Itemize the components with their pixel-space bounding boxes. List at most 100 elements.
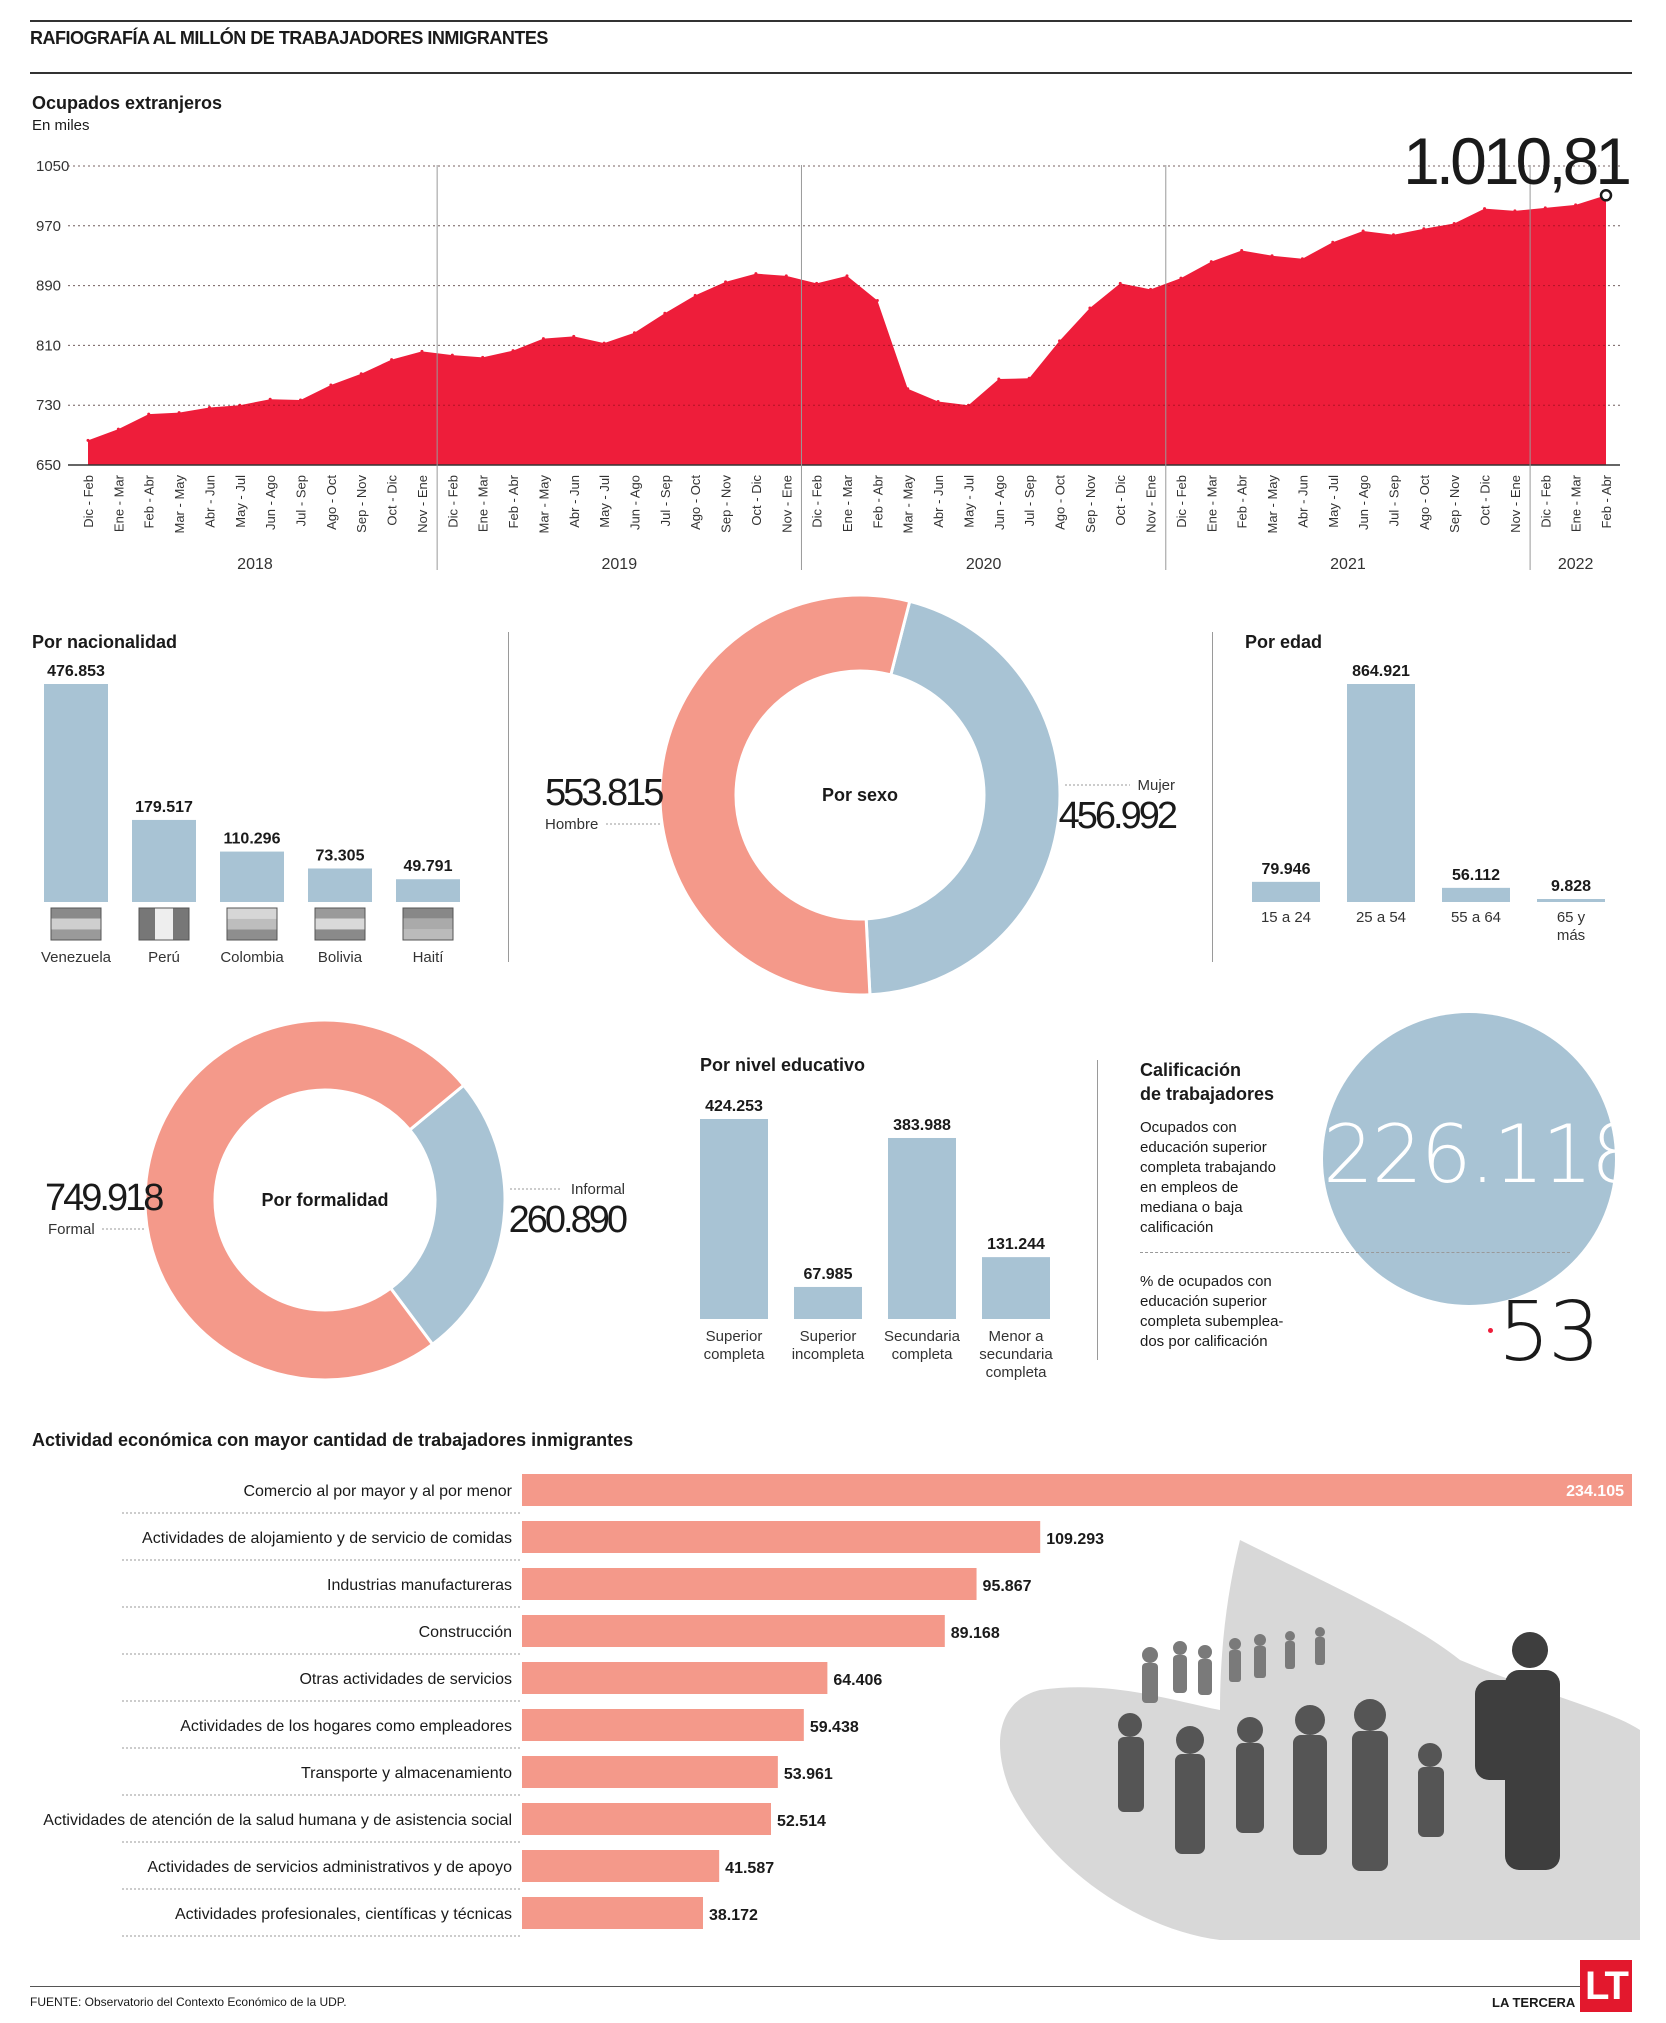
- bar-value-label: 41.587: [725, 1860, 774, 1877]
- data-point: [1179, 276, 1183, 280]
- bar-category-label: Perú: [148, 949, 180, 966]
- formality-donut-chart: Por formalidad 749.918 Formal Informal260.8…: [45, 1018, 630, 1382]
- nationality-title: Por nacionalidad: [32, 632, 178, 652]
- calificacion-value2: 53: [1498, 1285, 1600, 1380]
- x-tick-label: Jul - Sep: [1386, 475, 1401, 526]
- value-label-hombre: 553.815: [545, 772, 663, 814]
- data-point: [1391, 233, 1395, 237]
- x-tick-label: Mar - May: [1265, 475, 1280, 534]
- x-tick-label: Feb - Abr: [142, 474, 157, 528]
- data-point: [1118, 281, 1122, 285]
- bar-category-label: Construcción: [419, 1624, 512, 1641]
- desc1-line: mediana o baja: [1140, 1199, 1243, 1216]
- data-point: [177, 411, 181, 415]
- value-label-formal: 749.918: [45, 1177, 163, 1219]
- bar-category-label: secundaria: [979, 1346, 1053, 1363]
- age-title: Por edad: [1245, 632, 1323, 652]
- x-tick-label: Nov - Ene: [1508, 475, 1523, 533]
- label-hombre: Hombre: [545, 816, 598, 833]
- data-point: [329, 383, 333, 387]
- label-formal: Formal: [48, 1221, 95, 1238]
- data-point: [724, 280, 728, 284]
- bar-category-label: Actividades de servicios administrativos…: [147, 1859, 512, 1876]
- x-tick-label: Jun - Ago: [992, 475, 1007, 530]
- data-point: [1270, 254, 1274, 258]
- bar-value-label: 109.293: [1046, 1531, 1104, 1548]
- calificacion-title-line2: de trabajadores: [1140, 1084, 1275, 1104]
- x-tick-label: Ene - Mar: [1204, 474, 1219, 532]
- flag-stripe: [403, 918, 453, 930]
- area-chart-title: Ocupados extranjeros: [32, 93, 223, 113]
- calificacion-value1: 226.118: [1323, 1108, 1642, 1201]
- bar-category-label: Colombia: [220, 949, 284, 966]
- calificacion-desc2: % de ocupados con educación superior com…: [1140, 1272, 1283, 1352]
- flag-stripe: [227, 929, 277, 941]
- bar-category-label: incompleta: [792, 1346, 865, 1363]
- x-tick-label: Dic - Feb: [1538, 475, 1553, 528]
- x-tick-label: Dic - Feb: [445, 475, 460, 528]
- bar-value-label: 179.517: [135, 799, 193, 816]
- bar-value-label: 67.985: [804, 1266, 853, 1283]
- desc1-line: educación superior: [1140, 1139, 1267, 1156]
- x-tick-label: Sep - Nov: [1083, 475, 1098, 533]
- desc1-line: completa trabajando: [1140, 1159, 1276, 1176]
- data-point: [1149, 287, 1153, 291]
- x-tick-label: Ago - Oct: [324, 475, 339, 530]
- data-point: [875, 299, 879, 303]
- bar: [1252, 881, 1320, 902]
- x-tick-label: Dic - Feb: [81, 475, 96, 528]
- data-point: [541, 337, 545, 341]
- top-rule: [30, 20, 1632, 22]
- bar-category-label: Comercio al por mayor y al por menor: [243, 1483, 512, 1500]
- age-chart: 79.946 15 a 24 864.921 25 a 54 56.112 55 a 64…: [1252, 663, 1605, 944]
- desc1-line: Ocupados con: [1140, 1119, 1237, 1136]
- value-label-informal: 260.890: [509, 1199, 627, 1241]
- brand-logo: LT: [1580, 1960, 1632, 2012]
- desc2-line: completa subemplea-: [1140, 1313, 1284, 1330]
- flag-icon: [314, 907, 366, 941]
- x-tick-label: Mar - May: [901, 475, 916, 534]
- flag-stripe: [315, 918, 365, 930]
- x-tick-label: Sep - Nov: [719, 475, 734, 533]
- label-informal: Informal: [571, 1181, 625, 1198]
- education-title: Por nivel educativo: [700, 1055, 866, 1075]
- y-tick-label: 650: [36, 457, 61, 474]
- x-tick-label: Oct - Dic: [385, 475, 400, 526]
- bar: [700, 1119, 768, 1319]
- calificacion-title-line1: Calificación: [1140, 1060, 1242, 1080]
- x-tick-label: May - Jul: [961, 475, 976, 528]
- x-tick-label: Sep - Nov: [1447, 475, 1462, 533]
- x-tick-label: Jun - Ago: [627, 475, 642, 530]
- bar-category-label: Actividades de los hogares como empleado…: [180, 1718, 512, 1735]
- flag-stripe: [227, 918, 277, 930]
- desc1-line: calificación: [1140, 1219, 1214, 1236]
- data-point: [86, 438, 90, 442]
- data-point: [1058, 339, 1062, 343]
- bar: [396, 879, 460, 902]
- flag-icon: [226, 907, 278, 941]
- y-tick-label: 970: [36, 218, 61, 235]
- bar-value-label: 59.438: [810, 1719, 859, 1736]
- data-point: [511, 349, 515, 353]
- migrants-illustration: [1000, 1540, 1640, 1940]
- flag-border: [138, 907, 190, 941]
- flag-stripe: [315, 929, 365, 941]
- data-point: [1209, 260, 1213, 264]
- y-tick-label: 890: [36, 278, 61, 295]
- bar-category-label: Menor a: [988, 1328, 1044, 1345]
- x-tick-label: May - Jul: [1326, 475, 1341, 528]
- x-tick-label: Oct - Dic: [749, 475, 764, 526]
- bar-value-label: 110.296: [224, 831, 281, 848]
- data-point: [632, 331, 636, 335]
- x-tick-label: Mar - May: [536, 475, 551, 534]
- data-point: [450, 353, 454, 357]
- calificacion-separator: [1140, 1252, 1570, 1253]
- flag-stripe: [173, 908, 189, 940]
- x-tick-label: May - Jul: [597, 475, 612, 528]
- bar: [522, 1662, 828, 1694]
- bar-value-label: 424.253: [705, 1098, 763, 1115]
- x-tick-label: Sep - Nov: [354, 475, 369, 533]
- bar: [982, 1257, 1050, 1319]
- bar: [1347, 684, 1415, 902]
- donut-slice: [143, 1018, 466, 1382]
